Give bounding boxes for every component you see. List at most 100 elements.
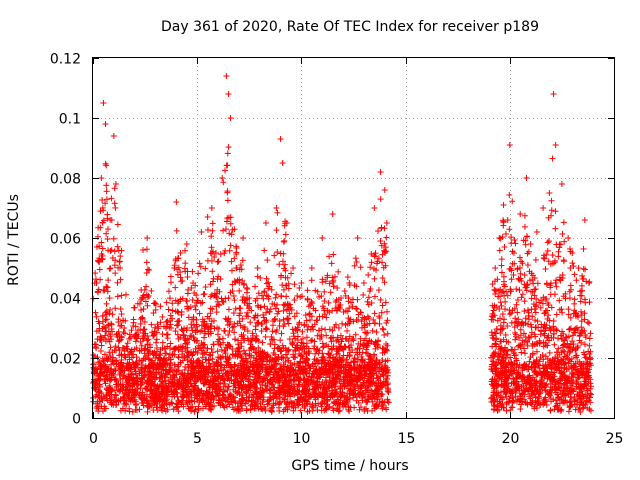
- data-point: [223, 73, 230, 79]
- data-point: [104, 284, 111, 291]
- data-point: [271, 316, 278, 323]
- data-point: [330, 251, 337, 258]
- data-point: [298, 339, 305, 346]
- data-point: [239, 357, 246, 364]
- data-point: [209, 220, 216, 227]
- data-point: [159, 378, 166, 385]
- data-point: [553, 311, 560, 318]
- data-point: [571, 296, 578, 303]
- data-point: [222, 226, 229, 233]
- data-point: [224, 188, 231, 195]
- data-point: [581, 316, 588, 323]
- data-point: [304, 287, 311, 294]
- data-point: [227, 242, 234, 249]
- data-point: [178, 326, 185, 333]
- data-point: [274, 249, 281, 256]
- data-point: [517, 406, 524, 413]
- data-point: [103, 182, 110, 189]
- data-point: [173, 227, 180, 234]
- data-point: [327, 289, 334, 296]
- data-point: [280, 316, 287, 323]
- data-point: [159, 313, 166, 320]
- data-point: [528, 295, 535, 302]
- data-point: [569, 370, 576, 377]
- data-point: [97, 348, 104, 355]
- data-point: [131, 304, 138, 311]
- data-point: [228, 258, 235, 265]
- data-point: [271, 341, 278, 348]
- data-point: [100, 100, 107, 106]
- data-point: [565, 306, 572, 313]
- data-point: [108, 247, 115, 254]
- data-point: [321, 288, 328, 295]
- data-point: [277, 136, 284, 142]
- data-point: [353, 258, 360, 265]
- data-point: [118, 311, 125, 318]
- data-point: [272, 294, 279, 301]
- data-point: [327, 335, 334, 342]
- data-point: [280, 238, 287, 245]
- data-point: [210, 361, 217, 368]
- data-point: [93, 345, 100, 352]
- data-point: [308, 265, 315, 271]
- data-point: [152, 306, 159, 313]
- data-point: [521, 308, 528, 315]
- data-point: [230, 292, 237, 299]
- data-point: [94, 289, 101, 296]
- data-point: [354, 235, 361, 241]
- data-point: [175, 321, 182, 328]
- data-point: [102, 160, 109, 167]
- data-point: [346, 408, 353, 415]
- data-point: [551, 341, 558, 348]
- data-point: [240, 235, 247, 241]
- data-point: [117, 253, 124, 260]
- data-point: [257, 274, 264, 281]
- data-point: [198, 229, 205, 235]
- data-point: [117, 305, 124, 312]
- data-point: [98, 342, 105, 349]
- data-point: [490, 307, 497, 314]
- data-point: [555, 335, 562, 342]
- data-point: [560, 219, 567, 226]
- data-point: [545, 238, 552, 245]
- data-point: [566, 326, 573, 333]
- data-point: [159, 339, 166, 346]
- data-point: [118, 292, 125, 299]
- data-point: [184, 273, 191, 280]
- data-point: [532, 317, 539, 324]
- data-point: [114, 279, 121, 286]
- data-point: [291, 297, 298, 304]
- data-point: [329, 211, 336, 217]
- data-point: [587, 407, 594, 414]
- data-point: [164, 335, 171, 342]
- data-point: [175, 255, 182, 262]
- data-point: [106, 295, 113, 301]
- data-point: [521, 350, 528, 357]
- data-point: [382, 299, 389, 306]
- data-point: [511, 237, 518, 244]
- data-point: [344, 327, 351, 334]
- data-point: [201, 290, 208, 297]
- data-point: [107, 265, 114, 272]
- data-point: [143, 283, 150, 290]
- data-points: [90, 73, 595, 415]
- data-point: [352, 331, 359, 338]
- data-point: [121, 353, 128, 360]
- data-point: [521, 223, 528, 230]
- data-point: [204, 214, 211, 220]
- data-point: [104, 226, 111, 233]
- data-point: [103, 162, 110, 169]
- data-point: [381, 332, 388, 339]
- data-point: [552, 208, 559, 215]
- data-point: [323, 314, 330, 321]
- data-point: [178, 278, 185, 285]
- data-point: [252, 326, 259, 333]
- data-point: [225, 144, 232, 151]
- data-point: [492, 340, 499, 347]
- data-point: [169, 307, 176, 314]
- data-point: [239, 315, 246, 322]
- data-point: [371, 310, 378, 317]
- data-point: [237, 262, 244, 269]
- data-point: [192, 306, 199, 313]
- data-point: [549, 155, 556, 162]
